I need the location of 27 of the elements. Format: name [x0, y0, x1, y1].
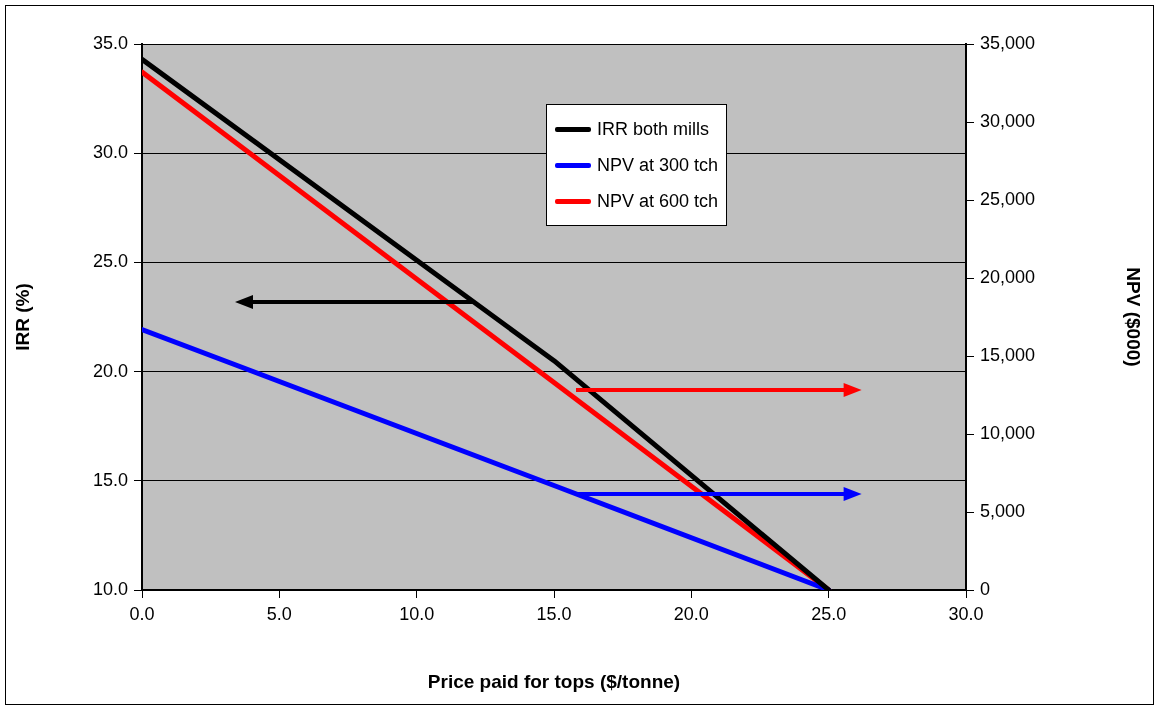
y-tick-label: 35.0	[92, 32, 128, 53]
y2-tick-label: 25,000	[980, 188, 1036, 209]
x-tick-label: 20.0	[673, 603, 709, 624]
x-tick-label: 25.0	[811, 603, 847, 624]
y2-tick-label: 35,000	[980, 32, 1036, 53]
y-tick-label: 20.0	[92, 360, 128, 381]
y-tick-label: 10.0	[92, 578, 128, 599]
y-tick-label: 25.0	[92, 251, 128, 272]
x-axis-title: Price paid for tops ($/tonne)	[427, 670, 681, 692]
y2-axis-title: NPV ($000)	[1123, 267, 1145, 367]
y2-tick-label: 0	[980, 578, 991, 599]
legend-label: NPV at 300 tch	[596, 154, 718, 176]
y2-tick-label: 20,000	[980, 266, 1036, 287]
y2-tick-label: 15,000	[980, 344, 1036, 365]
y-axis-title: IRR (%)	[11, 283, 33, 351]
y2-tick-label: 5,000	[980, 500, 1026, 521]
y-tick-label: 15.0	[92, 469, 128, 490]
x-tick-label: 0.0	[129, 603, 155, 624]
y2-tick-label: 30,000	[980, 110, 1036, 131]
y2-tick-label: 10,000	[980, 422, 1036, 443]
x-tick-label: 30.0	[948, 603, 984, 624]
y-tick-label: 30.0	[92, 142, 128, 163]
x-tick-label: 10.0	[399, 603, 435, 624]
legend-label: IRR both mills	[596, 118, 709, 140]
legend-label: NPV at 600 tch	[596, 190, 718, 212]
x-tick-label: 5.0	[266, 603, 292, 624]
x-tick-label: 15.0	[536, 603, 572, 624]
